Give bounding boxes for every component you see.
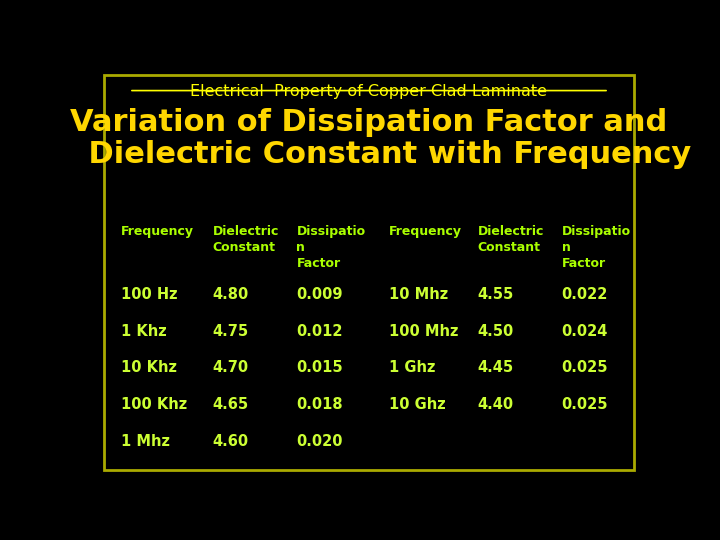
Text: 0.012: 0.012 (297, 324, 343, 339)
Text: 0.018: 0.018 (297, 397, 343, 412)
Text: 4.50: 4.50 (478, 324, 514, 339)
Text: 10 Khz: 10 Khz (121, 360, 176, 375)
Text: Frequency: Frequency (121, 225, 194, 238)
Text: Dielectric
Constant: Dielectric Constant (213, 225, 279, 254)
Text: 4.65: 4.65 (213, 397, 249, 412)
Text: Variation of Dissipation Factor and: Variation of Dissipation Factor and (71, 109, 667, 138)
Text: Electrical  Property of Copper Clad Laminate: Electrical Property of Copper Clad Lamin… (191, 84, 547, 98)
Text: 0.024: 0.024 (562, 324, 608, 339)
Text: 1 Ghz: 1 Ghz (389, 360, 435, 375)
Text: 0.025: 0.025 (562, 360, 608, 375)
Text: 4.80: 4.80 (213, 287, 249, 302)
Text: Dissipatio
n
Factor: Dissipatio n Factor (297, 225, 366, 270)
Text: 0.009: 0.009 (297, 287, 343, 302)
Text: 0.025: 0.025 (562, 397, 608, 412)
Text: 0.022: 0.022 (562, 287, 608, 302)
Text: 4.70: 4.70 (213, 360, 249, 375)
Text: 4.60: 4.60 (213, 434, 249, 449)
Text: Dielectric Constant with Frequency: Dielectric Constant with Frequency (46, 140, 692, 170)
Text: 100 Mhz: 100 Mhz (389, 324, 458, 339)
Text: 0.020: 0.020 (297, 434, 343, 449)
Text: Frequency: Frequency (389, 225, 462, 238)
Text: Dissipatio
n
Factor: Dissipatio n Factor (562, 225, 631, 270)
Text: 10 Mhz: 10 Mhz (389, 287, 448, 302)
Text: 0.015: 0.015 (297, 360, 343, 375)
Text: 4.40: 4.40 (478, 397, 514, 412)
Text: 10 Ghz: 10 Ghz (389, 397, 445, 412)
Text: 4.55: 4.55 (478, 287, 514, 302)
Text: 4.45: 4.45 (478, 360, 514, 375)
Text: 100 Khz: 100 Khz (121, 397, 187, 412)
Text: Dielectric
Constant: Dielectric Constant (478, 225, 544, 254)
Text: 4.75: 4.75 (213, 324, 249, 339)
Text: 1 Mhz: 1 Mhz (121, 434, 170, 449)
Text: 1 Khz: 1 Khz (121, 324, 166, 339)
Text: 100 Hz: 100 Hz (121, 287, 177, 302)
